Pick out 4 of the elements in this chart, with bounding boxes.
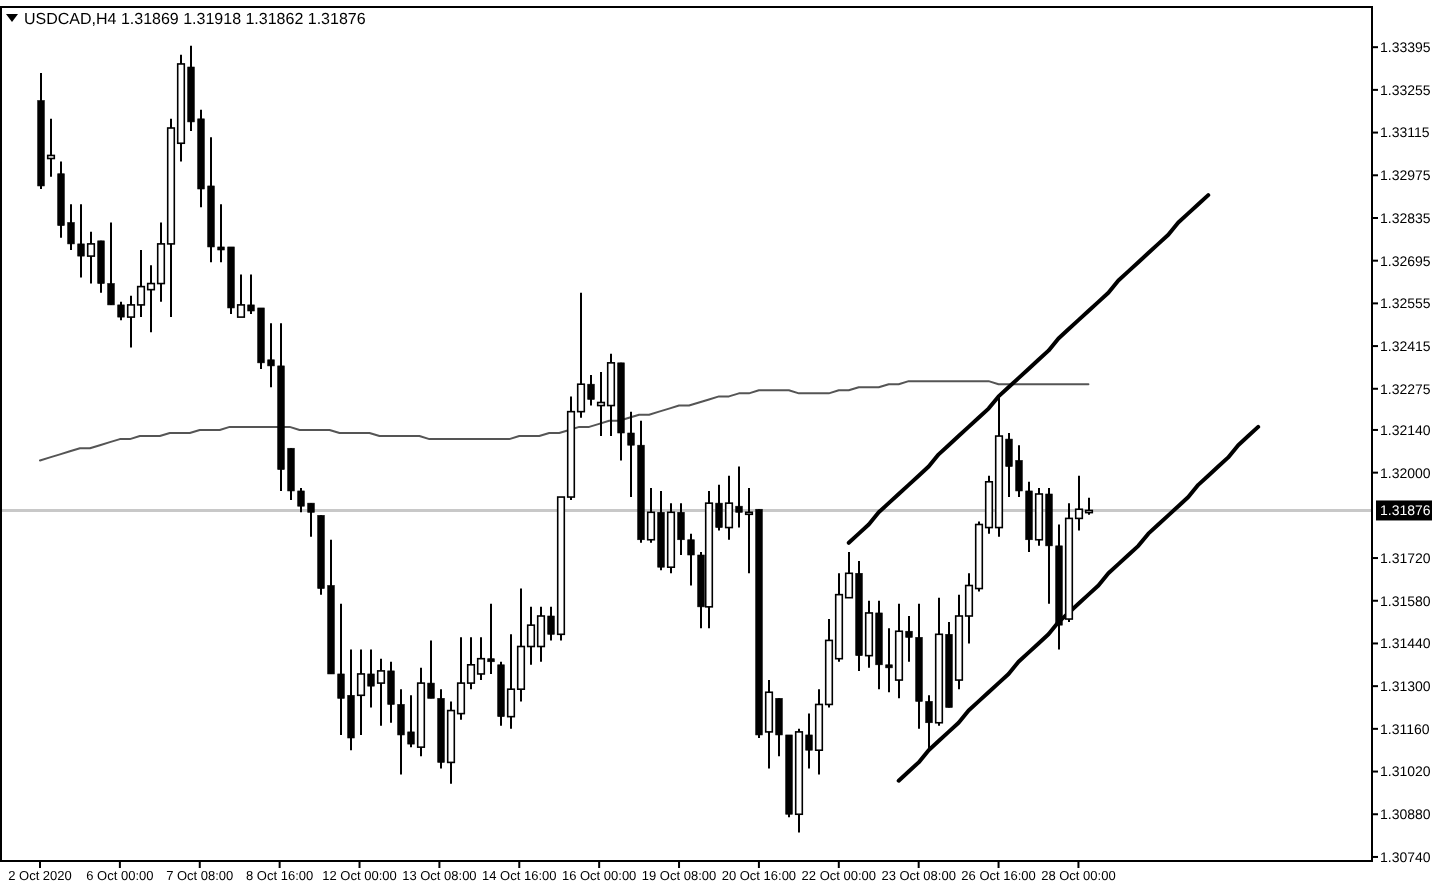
line-series bbox=[846, 193, 1211, 545]
chart-title: USDCAD,H4 1.31869 1.31918 1.31862 1.31876 bbox=[24, 10, 367, 28]
line-series bbox=[896, 424, 1261, 783]
line-series bbox=[39, 380, 1090, 462]
